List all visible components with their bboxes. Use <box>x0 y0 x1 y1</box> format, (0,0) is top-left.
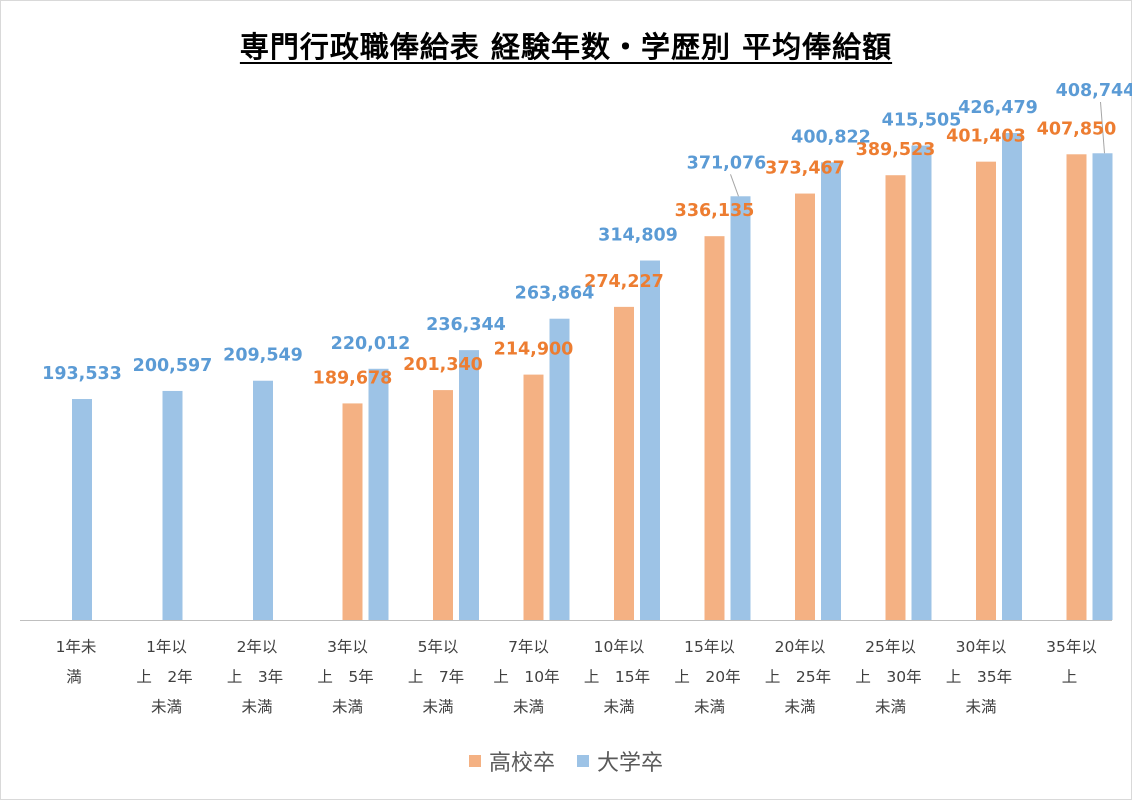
bar-university <box>253 380 273 620</box>
category-label: 2年以上 3年未満 <box>227 638 283 716</box>
leader-line <box>730 174 739 197</box>
value-label-high-school: 336,135 <box>675 201 755 221</box>
high-school-bars <box>342 154 1087 620</box>
value-label-high-school: 214,900 <box>494 340 574 360</box>
value-label-high-school: 373,467 <box>765 159 845 179</box>
category-label: 20年以上 25年未満 <box>765 638 831 716</box>
category-label: 15年以上 20年未満 <box>674 638 740 716</box>
value-label-university: 236,344 <box>426 315 506 335</box>
bar-high-school <box>885 175 906 620</box>
category-label: 35年以上 <box>1046 638 1097 686</box>
bar-university <box>911 145 932 620</box>
leader-lines <box>730 101 1105 197</box>
value-label-university: 200,597 <box>133 356 213 376</box>
value-label-university: 314,809 <box>598 226 678 246</box>
bar-university <box>459 350 479 620</box>
value-label-university: 193,533 <box>42 364 122 384</box>
value-label-university: 220,012 <box>331 334 411 354</box>
value-label-university: 400,822 <box>791 127 871 147</box>
leader-line <box>1100 101 1105 154</box>
legend-swatch-high-school <box>468 755 481 767</box>
university-value-labels: 193,533 200,597 209,549 220,012 236,344 263,8… <box>42 81 1132 384</box>
bar-university <box>1092 153 1113 620</box>
category-label: 7年以上 10年未満 <box>493 638 559 716</box>
legend-item-high-school: 高校卒 <box>468 745 555 777</box>
value-label-high-school: 389,523 <box>856 140 936 160</box>
category-label: 10年以上 15年未満 <box>584 638 650 716</box>
value-label-high-school: 401,403 <box>946 127 1026 147</box>
plot-area: 189,678 201,340 214,900 274,227 336,135 373,4… <box>20 81 1132 716</box>
chart-title: 専門行政職俸給表 経験年数・学歴別 平均俸給額 <box>239 30 893 64</box>
bar-university <box>821 162 841 620</box>
high-school-value-labels: 189,678 201,340 214,900 274,227 336,135 373,4… <box>313 119 1117 388</box>
legend-item-university: 大学卒 <box>577 745 663 777</box>
value-label-university: 408,744 <box>1056 81 1132 101</box>
bar-university <box>368 368 389 620</box>
value-label-university: 371,076 <box>687 153 767 173</box>
category-label: 1年未満 <box>56 638 97 686</box>
bar-university <box>162 390 183 620</box>
category-labels: 1年未満 1年以上 2年未満 2年以上 3年未満 3年以上 5年未満 5年以上 7年未満… <box>56 638 1097 716</box>
legend-swatch-university <box>577 755 589 767</box>
category-label: 5年以上 7年未満 <box>408 638 464 716</box>
category-label: 1年以上 2年未満 <box>136 638 192 716</box>
bar-high-school <box>433 390 453 620</box>
bar-university <box>730 196 751 620</box>
bar-university <box>640 260 660 620</box>
value-label-university: 209,549 <box>223 346 303 366</box>
bar-high-school <box>976 161 996 620</box>
legend-label-university: 大学卒 <box>597 751 664 776</box>
category-label: 30年以上 35年未満 <box>946 638 1012 716</box>
bar-high-school <box>704 236 725 620</box>
university-bars <box>72 133 1113 620</box>
value-label-university: 426,479 <box>958 98 1038 118</box>
bar-high-school <box>523 374 544 620</box>
bar-high-school <box>342 403 363 620</box>
bar-high-school <box>1066 154 1087 620</box>
category-label: 3年以上 5年未満 <box>317 638 373 716</box>
value-label-high-school: 274,227 <box>584 272 664 292</box>
bar-university <box>1002 133 1022 620</box>
legend-label-high-school: 高校卒 <box>488 751 555 776</box>
bar-high-school <box>614 306 634 620</box>
value-label-university: 415,505 <box>882 111 962 131</box>
value-label-university: 263,864 <box>515 284 595 304</box>
bar-university <box>72 399 92 620</box>
value-label-high-school: 189,678 <box>313 368 393 388</box>
legend: 高校卒 大学卒 <box>0 745 1132 777</box>
value-label-high-school: 407,850 <box>1037 119 1117 139</box>
bar-high-school <box>795 193 815 620</box>
bar-university <box>549 318 570 620</box>
category-label: 25年以上 30年未満 <box>855 638 921 716</box>
value-label-high-school: 201,340 <box>403 355 483 375</box>
